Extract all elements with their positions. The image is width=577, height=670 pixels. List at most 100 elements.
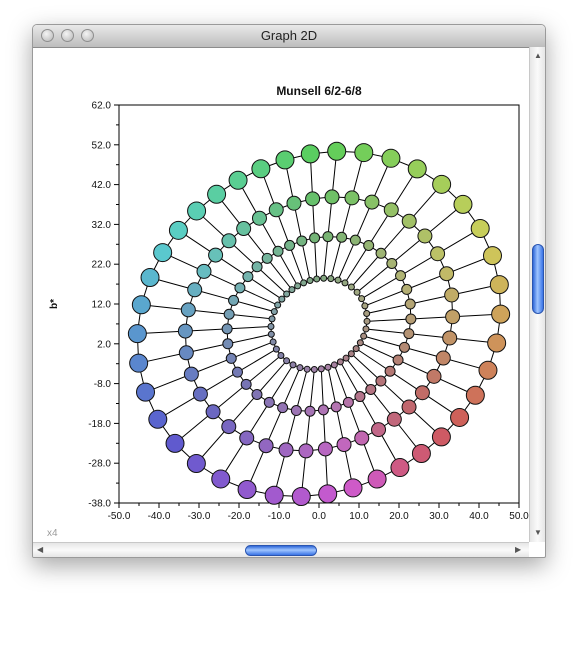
data-point <box>432 174 452 194</box>
close-window-button[interactable] <box>41 29 54 42</box>
data-point <box>347 350 355 358</box>
data-point <box>317 365 325 373</box>
data-point <box>208 247 224 263</box>
minimize-window-button[interactable] <box>61 29 74 42</box>
data-point <box>353 288 361 296</box>
scroll-up-icon[interactable]: ▲ <box>534 51 542 60</box>
data-point <box>131 295 151 315</box>
data-point <box>364 194 380 210</box>
data-point <box>439 266 455 282</box>
graph-window: Graph 2D Munsell 6/2-6/8 -50.0 -40.0 -30.0 -… <box>32 24 546 558</box>
hue-spoke <box>260 168 305 284</box>
data-point <box>234 282 246 294</box>
data-point <box>401 399 417 415</box>
data-point <box>192 386 208 402</box>
window-title: Graph 2D <box>260 28 318 43</box>
data-point <box>261 252 273 264</box>
title-bar[interactable]: Graph 2D <box>33 25 545 48</box>
data-point <box>343 478 363 498</box>
data-point <box>239 430 255 446</box>
data-point <box>317 441 333 457</box>
data-point <box>251 159 271 179</box>
y-tick-label: -18.0 <box>88 419 111 430</box>
data-point <box>342 354 350 362</box>
data-point <box>360 332 368 340</box>
horizontal-scrollbar[interactable]: ◀ ▶ <box>33 542 529 557</box>
data-point <box>320 274 328 282</box>
hue-spoke <box>196 210 287 295</box>
data-point <box>354 391 366 403</box>
data-point <box>450 407 470 427</box>
data-point <box>386 257 398 269</box>
data-point <box>304 405 316 417</box>
hue-spoke <box>300 369 315 497</box>
y-tick-label: 32.0 <box>92 220 112 231</box>
hue-spoke <box>351 183 443 288</box>
hue-spoke <box>333 364 378 480</box>
data-point <box>286 195 302 211</box>
data-point <box>356 339 364 347</box>
y-tick-label: -38.0 <box>88 499 111 510</box>
data-point <box>267 330 275 338</box>
data-point <box>221 233 237 249</box>
data-point <box>344 190 360 206</box>
hue-spoke <box>137 325 272 335</box>
zoom-window-button[interactable] <box>81 29 94 42</box>
data-point <box>187 201 207 221</box>
hue-spoke <box>364 255 493 307</box>
data-point <box>358 295 366 303</box>
data-point <box>177 323 193 339</box>
data-point <box>336 231 348 243</box>
y-tick-label: -28.0 <box>88 459 111 470</box>
data-point <box>221 419 237 435</box>
vertical-scroll-thumb[interactable] <box>532 244 544 314</box>
hue-spoke <box>366 313 501 322</box>
data-point <box>336 358 344 366</box>
data-point <box>207 184 227 204</box>
data-point <box>129 353 149 373</box>
data-point <box>296 364 304 372</box>
data-point <box>431 427 451 447</box>
zoom-level: x4 <box>47 528 58 539</box>
data-point <box>482 246 502 266</box>
data-point <box>330 361 338 369</box>
scroll-down-icon[interactable]: ▼ <box>534 528 542 537</box>
y-tick-label: 22.0 <box>92 260 112 271</box>
y-tick-label: 2.0 <box>97 339 111 350</box>
data-point <box>277 351 285 359</box>
hue-spoke <box>195 360 287 464</box>
data-point <box>478 360 498 380</box>
data-point <box>470 219 490 239</box>
y-tick-label: 62.0 <box>92 101 112 112</box>
vertical-scrollbar[interactable]: ▲ ▼ <box>529 47 545 542</box>
data-point <box>211 469 231 489</box>
data-point <box>407 159 427 179</box>
data-point <box>168 220 188 240</box>
scroll-left-icon[interactable]: ◀ <box>37 545 44 554</box>
data-point <box>414 385 430 401</box>
x-tick-label: -10.0 <box>268 511 291 522</box>
data-point <box>153 243 173 263</box>
scroll-right-icon[interactable]: ▶ <box>515 545 522 554</box>
data-point <box>313 275 321 283</box>
data-point <box>392 354 404 366</box>
data-point <box>225 352 237 364</box>
data-point <box>268 202 284 218</box>
data-point <box>278 295 286 303</box>
hue-spoke <box>363 335 489 371</box>
hue-spoke <box>246 367 301 490</box>
data-point <box>274 301 282 309</box>
data-point <box>395 270 407 282</box>
data-point <box>186 453 206 473</box>
data-point <box>384 365 396 377</box>
hue-spoke <box>309 153 318 279</box>
horizontal-scroll-thumb[interactable] <box>245 545 317 556</box>
data-point <box>327 141 347 161</box>
hue-spoke <box>157 348 277 420</box>
data-point <box>426 368 442 384</box>
data-point <box>336 437 352 453</box>
data-point <box>381 148 401 168</box>
data-point <box>284 239 296 251</box>
data-point <box>305 191 321 207</box>
data-point <box>310 366 318 374</box>
